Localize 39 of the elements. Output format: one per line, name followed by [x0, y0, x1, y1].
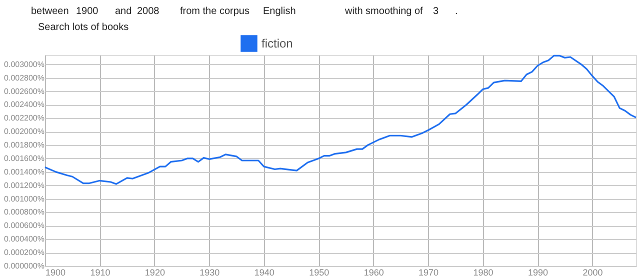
text: English — [263, 6, 296, 17]
x-tick-label: 1970 — [418, 268, 439, 278]
x-tick-label: 1960 — [364, 268, 384, 278]
x-tick-label: 1920 — [144, 268, 165, 278]
text: and — [115, 6, 132, 17]
x-tick-label: 2000 — [582, 268, 603, 278]
y-tick-label: 0.002400% — [4, 100, 44, 110]
line-series — [44, 54, 637, 185]
x-tick-label: 1950 — [309, 268, 330, 278]
y-tick-label: 0.000600% — [4, 221, 44, 230]
text: 3 — [433, 6, 439, 17]
y-tick-label: 0.002200% — [4, 114, 44, 123]
y-tick-label: 0.002800% — [4, 73, 44, 82]
y-tick-label: 0.002000% — [4, 127, 44, 136]
text: between — [31, 6, 69, 17]
x-tick-label: 1910 — [90, 268, 110, 278]
text: . — [455, 6, 458, 17]
y-tick-label: 0.000200% — [4, 248, 44, 258]
text: 1900 — [76, 6, 99, 17]
y-tick-label: 0.000000% — [4, 262, 44, 270]
text: with smoothing of — [344, 6, 424, 17]
y-tick-label: 0.003000% — [4, 60, 44, 69]
y-tick-label: 0.001200% — [4, 180, 44, 190]
y-tick-label: 0.001800% — [4, 140, 44, 150]
legend-label: fiction — [262, 36, 293, 50]
text: 2008 — [137, 6, 160, 17]
x-tick-label: 1990 — [528, 268, 548, 278]
text: Search lots of books — [38, 22, 129, 33]
text: from the corpus — [180, 6, 250, 17]
y-tick-label: 0.001000% — [4, 194, 44, 204]
y-tick-label: 0.000800% — [4, 208, 44, 217]
x-tick-label: 1980 — [473, 268, 494, 278]
x-tick-label: 1900 — [46, 268, 66, 278]
x-tick-label: 1940 — [254, 268, 274, 278]
y-tick-label: 0.001400% — [4, 167, 44, 176]
y-tick-label: 0.000400% — [4, 234, 44, 244]
y-tick-label: 0.002600% — [4, 86, 44, 96]
x-tick-label: 1930 — [200, 268, 220, 278]
y-tick-label: 0.001600% — [4, 154, 44, 163]
